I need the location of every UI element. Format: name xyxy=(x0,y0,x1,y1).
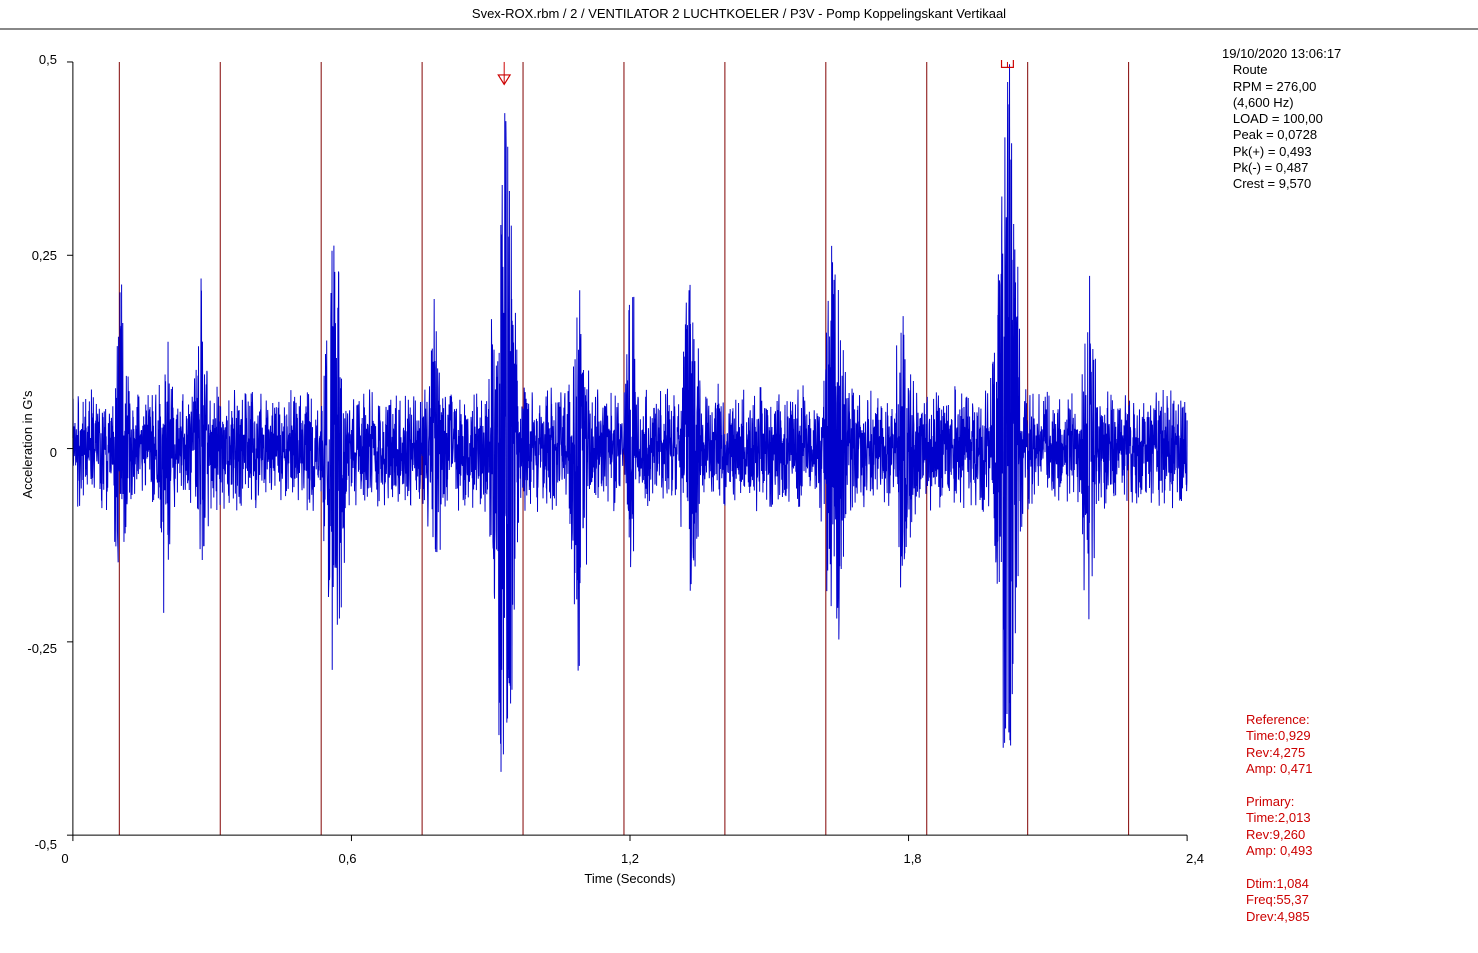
x-tick-label: 2,4 xyxy=(1186,851,1204,866)
y-tick-label: 0 xyxy=(0,445,57,460)
waveform-plot[interactable] xyxy=(65,60,1195,845)
reference-cursor-info: Reference:Time:0,929Rev:4,275Amp: 0,471 xyxy=(1246,712,1313,777)
x-tick-label: 1,8 xyxy=(903,851,921,866)
measurement-info: 19/10/2020 13:06:17 Route RPM = 276,00 (… xyxy=(1222,46,1341,192)
delta-info: Dtim:1,084Freq:55,37Drev:4,985 xyxy=(1246,876,1310,925)
y-tick-label: 0,25 xyxy=(0,248,57,263)
x-tick-label: 0 xyxy=(61,851,68,866)
x-axis-label: Time (Seconds) xyxy=(65,871,1195,886)
x-tick-label: 1,2 xyxy=(621,851,639,866)
x-tick-label: 0,6 xyxy=(338,851,356,866)
y-tick-label: 0,5 xyxy=(0,52,57,67)
primary-cursor-info: Primary:Time:2,013Rev:9,260Amp: 0,493 xyxy=(1246,794,1313,859)
y-tick-label: -0,25 xyxy=(0,641,57,656)
divider xyxy=(0,28,1478,30)
y-tick-label: -0,5 xyxy=(0,837,57,852)
chart-title: Svex-ROX.rbm / 2 / VENTILATOR 2 LUCHTKOE… xyxy=(0,6,1478,21)
y-axis-label: Acceleration in G's xyxy=(20,337,35,445)
